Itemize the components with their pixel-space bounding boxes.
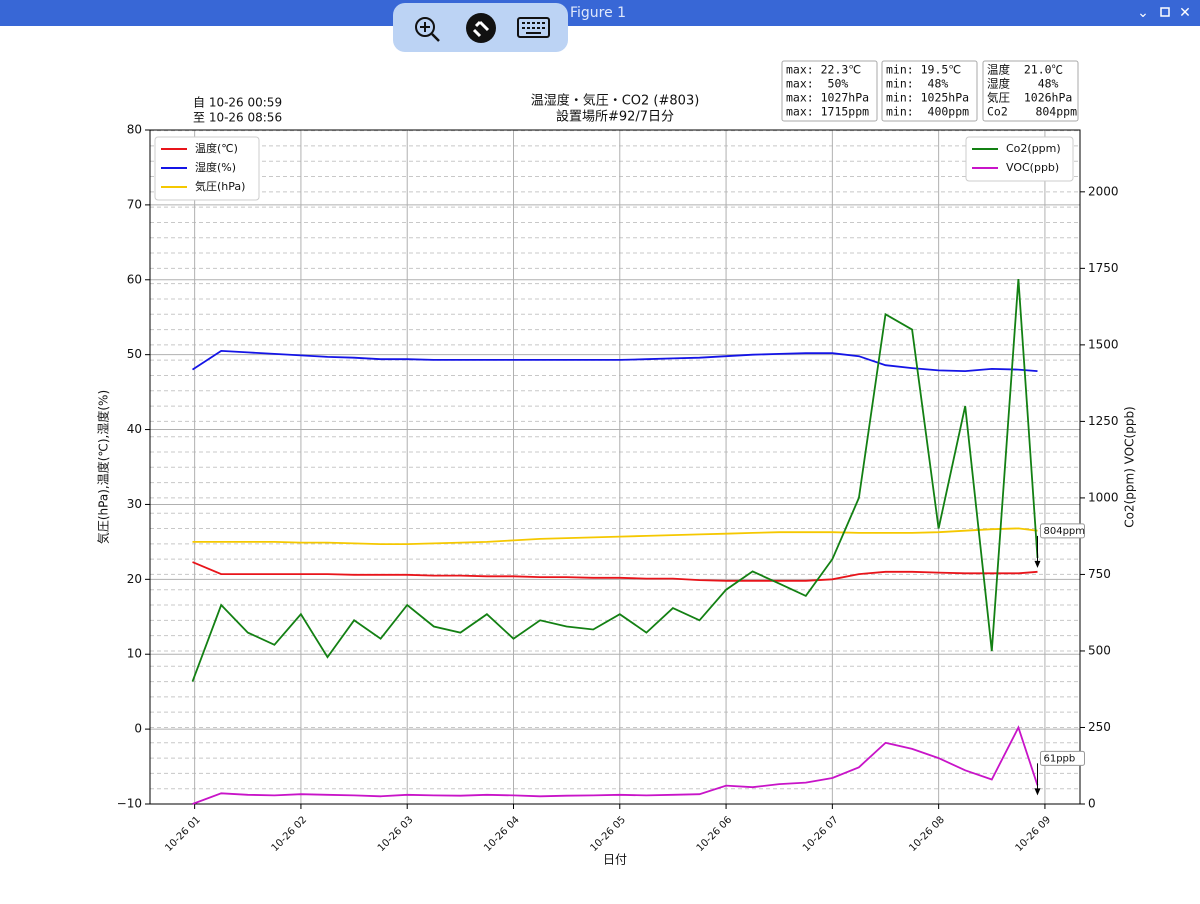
series-line <box>192 527 1038 545</box>
stat-line: min: 1025hPa <box>886 91 969 105</box>
y2-tick-label: 1250 <box>1088 414 1119 428</box>
stat-line: max: 1027hPa <box>786 91 869 105</box>
y-tick-label: 70 <box>127 197 142 211</box>
x-tick-label: 10-26 08 <box>907 814 947 854</box>
legend-label: Co2(ppm) <box>1006 142 1061 155</box>
stat-box <box>781 60 878 122</box>
stat-line: min: 400ppm <box>886 105 969 119</box>
title-bar <box>0 0 1200 26</box>
maximize-button[interactable] <box>1160 7 1170 17</box>
series-line <box>191 279 1039 682</box>
y2-tick-label: 1500 <box>1088 337 1119 351</box>
x-tick-label: 10-26 01 <box>163 814 203 854</box>
legend-label: VOC(ppb) <box>1006 161 1059 174</box>
legend-box <box>154 136 260 201</box>
plot-frame <box>149 129 1081 805</box>
y-tick-label: 10 <box>127 647 142 661</box>
y-tick-label: 40 <box>127 422 142 436</box>
x-tick-label: 10-26 03 <box>376 814 416 854</box>
y-tick-label: 0 <box>134 722 142 736</box>
y-tick-label: 30 <box>127 497 142 511</box>
stat-box <box>982 60 1079 122</box>
x-tick-label: 10-26 02 <box>270 814 310 854</box>
stat-line: 温度 21.0℃ <box>987 63 1064 77</box>
y2-tick-label: 750 <box>1088 567 1111 581</box>
annotation-arrowhead <box>1034 560 1041 568</box>
stat-box <box>881 60 978 122</box>
annotation-box <box>1039 523 1085 539</box>
y2-tick-label: 250 <box>1088 720 1111 734</box>
y2-tick-label: 2000 <box>1088 184 1119 198</box>
y2-tick-label: 1000 <box>1088 490 1119 504</box>
minimize-button[interactable]: ⌄ <box>1137 5 1149 21</box>
stat-line: max: 50% <box>786 77 848 91</box>
series-line <box>192 561 1038 582</box>
x-tick-label: 10-26 09 <box>1014 814 1054 854</box>
y-tick-label: −10 <box>117 797 142 811</box>
x-tick-label: 10-26 07 <box>801 814 841 854</box>
y2-tick-label: 1750 <box>1088 261 1119 275</box>
stat-line: max: 22.3℃ <box>786 63 861 77</box>
x-tick-label: 10-26 04 <box>482 814 522 854</box>
stat-line: 湿度 48% <box>987 77 1059 91</box>
chart-subtitle: 設置場所#92/7日分 <box>556 109 674 125</box>
window-title: Figure 1 <box>570 5 626 21</box>
legend-label: 気圧(hPa) <box>195 179 245 193</box>
keyboard-button[interactable] <box>517 17 550 38</box>
stat-line: max: 1715ppm <box>786 105 869 119</box>
stat-line: min: 19.5℃ <box>886 63 961 77</box>
annotation-box <box>1039 750 1085 766</box>
series-line <box>192 725 1039 805</box>
annotation: 61ppb <box>1043 753 1075 764</box>
y-axis-label: 気圧(hPa),温度(℃),湿度(%) <box>96 390 111 544</box>
x-tick-label: 10-26 05 <box>588 814 628 854</box>
x-axis-label: 日付 <box>603 853 627 867</box>
y-tick-label: 20 <box>127 572 142 586</box>
range-from: 自 10-26 00:59 <box>193 96 282 110</box>
stat-line: 気圧 1026hPa <box>987 91 1072 105</box>
y2-axis-label: Co2(ppm) VOC(ppb) <box>1123 406 1137 528</box>
annotation: 804ppm <box>1043 526 1085 537</box>
y-tick-label: 80 <box>127 123 142 137</box>
chart-title: 温湿度・気圧・CO2 (#803) <box>531 93 700 109</box>
series-line <box>192 349 1038 373</box>
x-tick-label: 10-26 06 <box>695 814 735 854</box>
y2-tick-label: 500 <box>1088 643 1111 657</box>
y-tick-label: 50 <box>127 347 142 361</box>
remote-button[interactable] <box>466 13 496 43</box>
legend-label: 温度(℃) <box>195 141 238 155</box>
y2-tick-label: 0 <box>1088 797 1096 811</box>
annotation-arrowhead <box>1034 788 1041 796</box>
legend-label: 湿度(%) <box>195 160 236 174</box>
y-tick-label: 60 <box>127 272 142 286</box>
range-to: 至 10-26 08:56 <box>193 111 282 125</box>
stat-line: min: 48% <box>886 77 948 91</box>
stat-line: Co2 804ppm <box>987 105 1077 119</box>
zoom-button[interactable] <box>415 17 440 42</box>
close-button[interactable]: ✕ <box>1179 5 1191 21</box>
